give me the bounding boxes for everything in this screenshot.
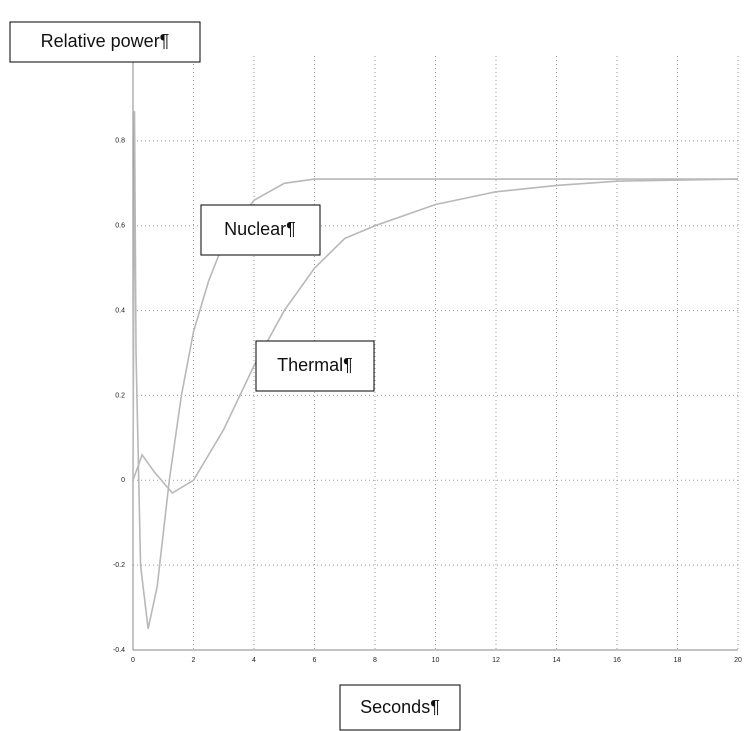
x-tick-label: 2: [192, 657, 196, 664]
x-axis-label: Seconds¶: [360, 697, 440, 717]
x-tick-label: 10: [432, 657, 440, 664]
y-tick-label: 0: [121, 477, 125, 484]
ylabel-box: [9, 21, 201, 63]
x-tick-label: 14: [553, 657, 561, 664]
curves: [132, 111, 739, 629]
x-tick-label: 0: [131, 657, 135, 664]
line-series: [132, 111, 738, 629]
x-tick-label: 18: [674, 657, 682, 664]
x-tick-label: 20: [734, 657, 742, 664]
series-label: Nuclear¶: [224, 219, 296, 239]
x-tick-label: 6: [313, 657, 317, 664]
y-tick-label: -0.4: [113, 647, 125, 654]
y-tick-label: 0.2: [115, 392, 125, 399]
thermal-box: [255, 340, 375, 392]
y-tick-label: 0.6: [115, 223, 125, 230]
labels: Relative power¶ Nuclear¶ Thermal¶ Second…: [9, 21, 461, 731]
grid: 0 2 4 6 8 10 12 14 16 18 20 -0.4 -0.2 0 0.2 0.4 0.6 0.8: [113, 56, 742, 664]
x-tick-label: 8: [373, 657, 377, 664]
y-tick-label: -0.2: [113, 562, 125, 569]
x-tick-label: 4: [252, 657, 256, 664]
y-axis-label: Relative power¶: [41, 31, 170, 51]
y-tick-label: 0.4: [115, 307, 125, 314]
series-label: Thermal¶: [277, 355, 353, 375]
x-tick-label: 16: [613, 657, 621, 664]
y-tick-label: 0.8: [115, 138, 125, 145]
xlabel-box: [339, 684, 461, 731]
line-series: [132, 178, 739, 495]
nuclear-box: [200, 204, 321, 256]
x-tick-label: 12: [492, 657, 500, 664]
